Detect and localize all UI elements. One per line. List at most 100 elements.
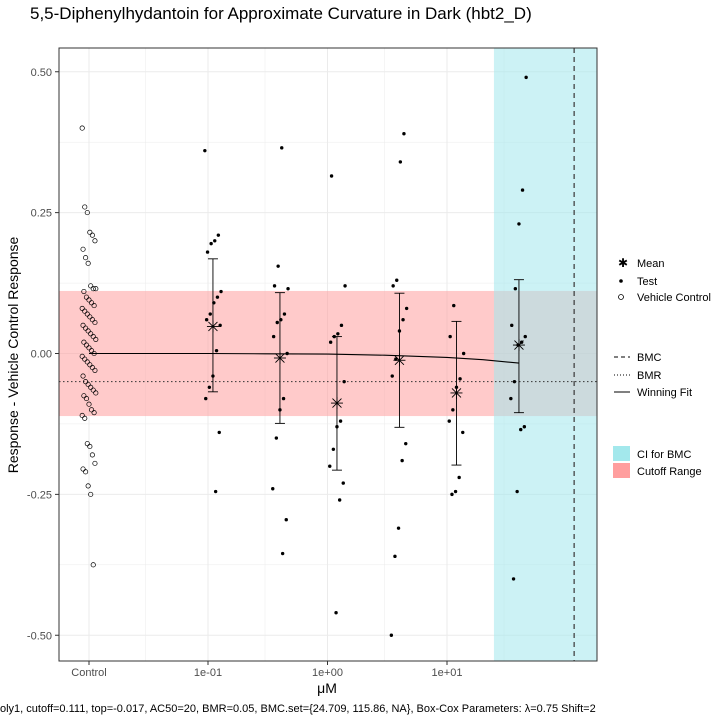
bmc-ci-band xyxy=(493,48,597,661)
vehicle-control-point xyxy=(88,491,94,497)
test-point xyxy=(513,286,518,291)
vehicle-control-point xyxy=(83,469,89,475)
test-point xyxy=(272,284,277,288)
test-point xyxy=(402,132,406,136)
vehicle-control-point xyxy=(89,300,95,306)
y-tick-label: 0.00 xyxy=(31,349,52,361)
vehicle-control-point xyxy=(81,288,87,295)
vehicle-control-point xyxy=(79,412,85,419)
test-point xyxy=(218,323,222,328)
vehicle-control-point xyxy=(93,336,99,342)
mean-marker xyxy=(450,386,463,399)
test-point xyxy=(203,148,207,153)
test-point xyxy=(274,436,279,440)
test-point xyxy=(520,188,525,192)
x-tick-label: 1e+00 xyxy=(312,667,343,679)
legend-bmr-label: BMR xyxy=(637,370,662,382)
test-point xyxy=(219,289,223,294)
plot-panel xyxy=(58,47,598,662)
chart-footer-caption: oly1, cutoff=0.111, top=-0.017, AC50=20,… xyxy=(0,703,596,715)
vehicle-control-point xyxy=(84,441,90,447)
legend-lines: BMC BMR Winning Fit xyxy=(614,352,692,399)
test-point xyxy=(522,425,527,429)
test-point xyxy=(391,284,395,288)
x-tick-label: 1e+01 xyxy=(432,667,463,679)
vehicle-control-point xyxy=(83,379,89,385)
test-point xyxy=(215,295,220,299)
vehicle-control-point xyxy=(86,345,92,351)
test-point xyxy=(453,489,458,494)
test-point xyxy=(207,385,212,390)
test-point xyxy=(204,396,208,401)
y-tick-label: 0.25 xyxy=(31,208,52,220)
x-tick-label: Control xyxy=(71,667,106,679)
test-point xyxy=(286,286,290,291)
mean-marker-stroke xyxy=(208,321,218,332)
test-point xyxy=(284,518,288,522)
test-point xyxy=(519,427,523,432)
test-point xyxy=(341,481,345,485)
vehicle-control-point xyxy=(84,311,90,317)
legend-bmc-label: BMC xyxy=(637,352,662,364)
vehicle-control-point xyxy=(85,483,91,489)
test-point xyxy=(451,408,455,412)
vehicle-control-point xyxy=(89,452,95,458)
test-point xyxy=(280,146,284,150)
vehicle-control-point xyxy=(79,305,85,311)
vehicle-control-point xyxy=(81,339,87,345)
test-point xyxy=(337,498,342,502)
legend-fit-label: Winning Fit xyxy=(637,387,692,399)
test-point xyxy=(457,475,461,480)
test-point xyxy=(401,317,405,322)
vehicle-control-point xyxy=(89,317,95,323)
vehicle-control-point xyxy=(89,232,95,238)
y-tick-label: -0.25 xyxy=(27,489,52,501)
test-point xyxy=(343,284,347,288)
vehicle-control-point xyxy=(87,229,93,235)
test-point xyxy=(285,351,289,356)
vehicle-control-point xyxy=(83,396,90,402)
test-point xyxy=(275,320,279,325)
test-point xyxy=(396,526,401,530)
test-point xyxy=(515,489,519,494)
mean-marker xyxy=(512,339,525,352)
test-point xyxy=(512,379,517,384)
test-point xyxy=(390,374,394,378)
y-tick-label: -0.50 xyxy=(27,630,52,642)
test-point xyxy=(208,312,212,316)
test-point xyxy=(276,264,280,268)
test-point xyxy=(524,75,528,80)
vehicle-control-point xyxy=(81,393,87,399)
vehicle-control-point xyxy=(93,286,99,292)
vehicle-control-point xyxy=(82,415,88,421)
test-point xyxy=(331,447,336,451)
test-point xyxy=(523,334,527,339)
legend-points: ✱ Mean Test Vehicle Control xyxy=(618,256,711,304)
vehicle-control-point xyxy=(90,334,96,340)
vehicle-control-point xyxy=(85,260,91,266)
vehicle-control-point xyxy=(91,410,97,416)
vehicle-control-point xyxy=(80,373,86,379)
test-point xyxy=(389,633,394,637)
vehicle-control-point xyxy=(91,303,97,309)
test-point xyxy=(209,241,213,246)
test-point xyxy=(447,419,451,423)
test-point xyxy=(281,396,286,401)
test-point xyxy=(511,577,516,581)
legend-mean-label: Mean xyxy=(637,258,665,270)
vehicle-control-point xyxy=(88,283,94,289)
y-axis-ticks: 0.50 0.25 0.00 -0.25 -0.50 xyxy=(27,67,59,642)
mean-marker xyxy=(273,352,286,365)
mean-marker-stroke xyxy=(275,353,285,363)
test-point xyxy=(213,239,217,243)
vehicle-control-point xyxy=(83,325,89,331)
test-point xyxy=(342,379,346,384)
y-tick-label: 0.50 xyxy=(31,67,52,79)
vehicle-control-point xyxy=(89,365,95,371)
test-point xyxy=(517,222,521,226)
legend-vehicle-label: Vehicle Control xyxy=(637,292,711,304)
test-point xyxy=(404,306,409,311)
mean-marker-stroke xyxy=(451,388,462,398)
test-point xyxy=(282,312,287,316)
vehicle-control-point xyxy=(88,384,94,390)
